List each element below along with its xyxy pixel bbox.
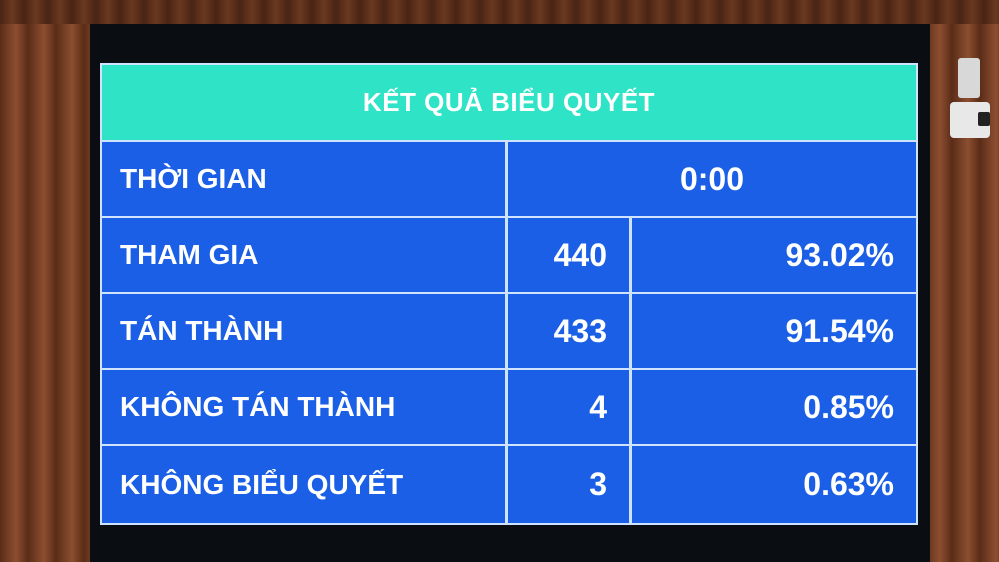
row-label: THAM GIA bbox=[102, 218, 505, 292]
time-label: THỜI GIAN bbox=[102, 142, 505, 216]
board-title: KẾT QUẢ BIỂU QUYẾT bbox=[102, 65, 916, 140]
result-row: THAM GIA 440 93.02% bbox=[102, 218, 916, 292]
time-value: 0:00 bbox=[508, 142, 916, 216]
row-percent: 93.02% bbox=[632, 218, 916, 292]
voting-results-board: KẾT QUẢ BIỂU QUYẾT THỜI GIAN 0:00 THAM G… bbox=[100, 63, 918, 525]
row-label: KHÔNG TÁN THÀNH bbox=[102, 370, 505, 444]
row-percent: 91.54% bbox=[632, 294, 916, 368]
time-row: THỜI GIAN 0:00 bbox=[102, 142, 916, 216]
result-row: KHÔNG TÁN THÀNH 4 0.85% bbox=[102, 370, 916, 444]
row-count: 3 bbox=[508, 446, 629, 523]
row-count: 433 bbox=[508, 294, 629, 368]
result-row: TÁN THÀNH 433 91.54% bbox=[102, 294, 916, 368]
row-label: TÁN THÀNH bbox=[102, 294, 505, 368]
row-label: KHÔNG BIỂU QUYẾT bbox=[102, 446, 505, 523]
row-count: 4 bbox=[508, 370, 629, 444]
camera-icon bbox=[950, 58, 990, 148]
wood-ceiling-trim bbox=[0, 0, 999, 24]
row-percent: 0.85% bbox=[632, 370, 916, 444]
result-row: KHÔNG BIỂU QUYẾT 3 0.63% bbox=[102, 446, 916, 523]
row-percent: 0.63% bbox=[632, 446, 916, 523]
row-count: 440 bbox=[508, 218, 629, 292]
